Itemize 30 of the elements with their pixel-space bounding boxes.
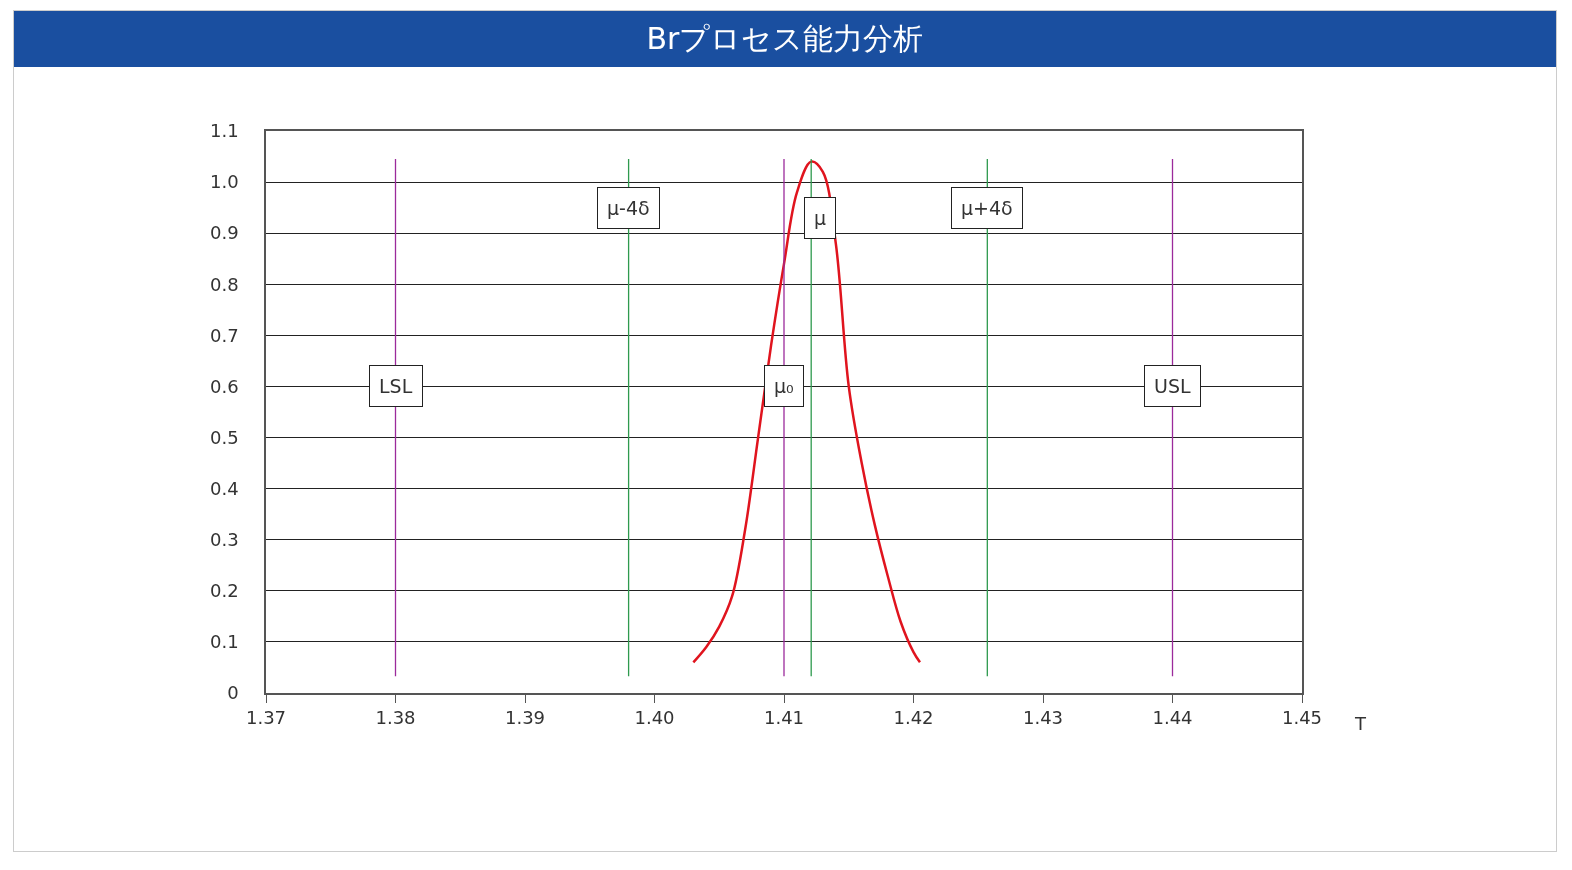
y-tick-label: 0.3 <box>210 529 239 551</box>
ref-line-label: μ+4δ <box>961 197 1013 219</box>
chart-title: Brプロセス能力分析 <box>14 11 1556 67</box>
y-tick-label: 1.0 <box>210 171 239 193</box>
y-tick-label: 0.5 <box>210 426 239 448</box>
y-tick-label: 0.4 <box>210 477 239 499</box>
y-tick-label: 1.1 <box>210 120 239 142</box>
x-tick-label: 1.43 <box>1022 707 1064 729</box>
x-tick-label: 1.38 <box>375 707 416 729</box>
y-tick-label: 0.6 <box>210 375 239 397</box>
x-tick-label: 1.41 <box>763 707 805 729</box>
y-tick-label: 0.7 <box>210 324 239 346</box>
x-tick-label: 1.44 <box>1152 707 1193 729</box>
ref-line-label: USL <box>1154 375 1191 397</box>
y-tick-label: 0.1 <box>210 631 239 653</box>
y-tick-label: 0.2 <box>210 580 239 602</box>
y-tick-label: 0 <box>227 682 239 704</box>
x-tick-label: 1.39 <box>504 707 546 729</box>
y-tick-label: 0.9 <box>210 222 239 244</box>
ref-line-label: μ₀ <box>774 375 794 397</box>
x-tick-label: 1.40 <box>634 707 675 729</box>
ref-line-label: μ <box>814 207 827 229</box>
x-axis-title: T <box>1354 713 1367 734</box>
x-tick-label: 1.42 <box>893 707 934 729</box>
ref-line-label: μ-4δ <box>607 197 650 219</box>
x-tick-label: 1.37 <box>245 707 287 729</box>
line-series <box>692 160 922 664</box>
x-tick-label: 1.45 <box>1281 707 1323 729</box>
y-tick-label: 0.8 <box>210 273 239 295</box>
ref-line-label: LSL <box>379 375 413 397</box>
